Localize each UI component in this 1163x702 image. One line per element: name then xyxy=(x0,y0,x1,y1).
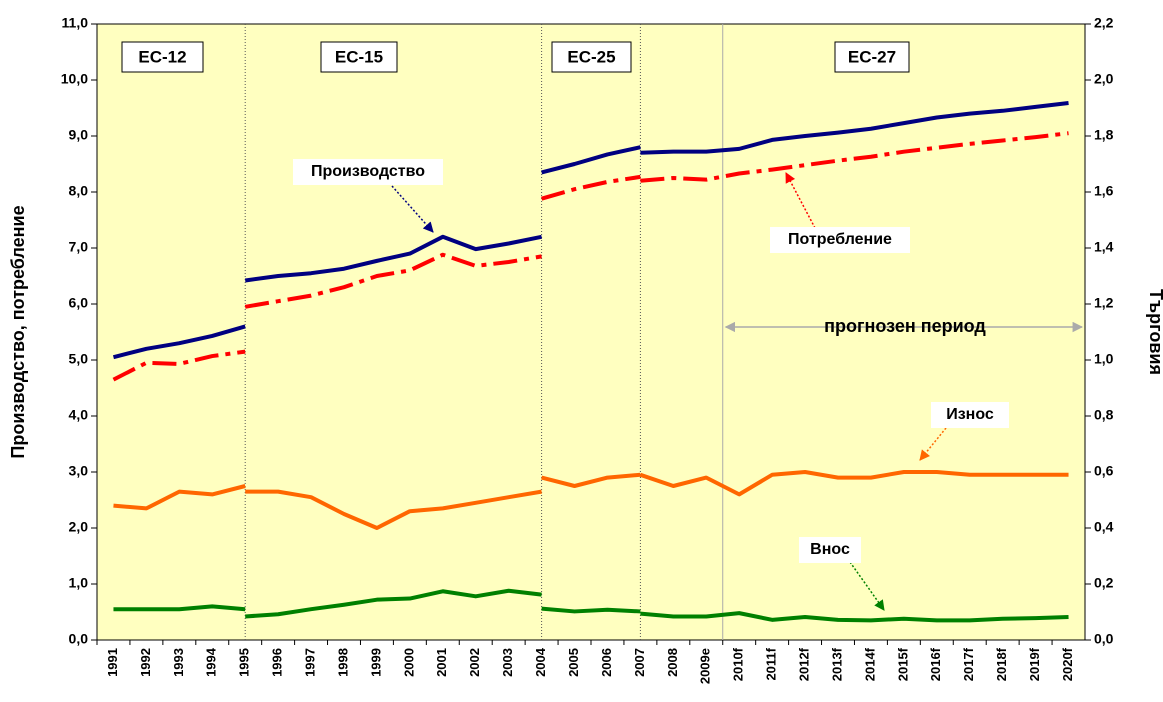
y2-tick-label: 2,2 xyxy=(1094,15,1114,31)
x-tick-label: 1991 xyxy=(105,648,120,677)
period-label: ЕС-27 xyxy=(848,47,896,66)
annotation-label: Производство xyxy=(311,163,425,180)
series-line xyxy=(640,100,1069,155)
series-line xyxy=(541,174,641,201)
annotation-label: Внос xyxy=(810,541,850,558)
x-tick-label: 2004 xyxy=(533,647,548,677)
x-tick-label: 2007 xyxy=(632,648,647,677)
annotation-arrow xyxy=(919,427,947,461)
annotation-arrow xyxy=(849,561,885,611)
y2-axis-label: Търговия xyxy=(1146,289,1163,375)
y-tick-label: 9,0 xyxy=(69,127,89,143)
series-line xyxy=(112,324,246,360)
x-tick-label: 2002 xyxy=(467,648,482,677)
series-line xyxy=(244,234,542,283)
y2-tick-label: 1,4 xyxy=(1094,239,1114,255)
y2-tick-label: 0,0 xyxy=(1094,631,1114,647)
series-line xyxy=(244,252,542,309)
x-tick-label: 2005 xyxy=(566,648,581,677)
period-box xyxy=(320,41,398,73)
y-tick-label: 4,0 xyxy=(69,407,89,423)
x-tick-label: 2020f xyxy=(1060,647,1075,681)
y-tick-label: 2,0 xyxy=(69,519,89,535)
series-line xyxy=(640,131,1069,183)
x-tick-label: 1994 xyxy=(204,647,219,677)
x-tick-label: 2012f xyxy=(797,647,812,681)
y-tick-label: 11,0 xyxy=(62,15,89,31)
period-box xyxy=(551,41,632,73)
y2-tick-label: 0,8 xyxy=(1094,407,1114,423)
y2-tick-label: 1,8 xyxy=(1094,127,1114,143)
series-line xyxy=(639,470,1069,497)
series-line xyxy=(541,606,641,614)
period-box xyxy=(121,41,204,73)
annotation-box xyxy=(293,159,443,185)
y-tick-label: 3,0 xyxy=(69,463,89,479)
annotation-label: Износ xyxy=(946,406,994,423)
series-line xyxy=(640,611,1069,623)
x-tick-label: 2006 xyxy=(599,648,614,677)
period-label: ЕС-25 xyxy=(567,47,615,66)
series-line xyxy=(245,489,542,530)
x-tick-label: 1998 xyxy=(335,648,350,677)
y2-tick-label: 0,4 xyxy=(1094,519,1114,535)
y-tick-label: 7,0 xyxy=(69,239,89,255)
series-line xyxy=(245,588,542,619)
x-tick-label: 1995 xyxy=(237,648,252,677)
x-tick-label: 2017f xyxy=(961,647,976,681)
x-tick-label: 2010f xyxy=(731,647,746,681)
y2-tick-label: 1,0 xyxy=(1094,351,1114,367)
annotation-box xyxy=(931,402,1009,428)
x-tick-label: 1997 xyxy=(303,648,318,677)
y-tick-label: 10,0 xyxy=(61,71,88,87)
x-tick-label: 1993 xyxy=(171,648,186,677)
x-tick-label: 2009e xyxy=(698,648,713,684)
x-tick-label: 2015f xyxy=(895,647,910,681)
annotation-box xyxy=(799,537,861,563)
x-tick-label: 2013f xyxy=(829,647,844,681)
y2-tick-label: 0,6 xyxy=(1094,463,1114,479)
y2-tick-label: 1,6 xyxy=(1094,183,1114,199)
x-tick-label: 2016f xyxy=(928,647,943,681)
series-line xyxy=(541,145,641,175)
period-label: ЕС-12 xyxy=(138,47,186,66)
y-tick-label: 0,0 xyxy=(69,631,89,647)
x-tick-label: 1992 xyxy=(138,648,153,677)
y-axis-label: Производство, потребление xyxy=(8,205,28,458)
x-tick-label: 2008 xyxy=(665,648,680,677)
annotation-label: Потребление xyxy=(788,231,892,248)
x-tick-label: 2000 xyxy=(401,648,416,677)
period-box xyxy=(834,41,910,73)
series-line xyxy=(113,484,246,511)
y2-tick-label: 0,2 xyxy=(1094,575,1114,591)
annotation-box xyxy=(770,227,910,253)
x-tick-label: 1999 xyxy=(368,648,383,677)
series-line xyxy=(541,472,641,488)
forecast-label: прогнозен период xyxy=(824,316,986,336)
x-tick-label: 2003 xyxy=(500,648,515,677)
x-tick-label: 2014f xyxy=(862,647,877,681)
y2-tick-label: 2,0 xyxy=(1094,71,1114,87)
period-label: ЕС-15 xyxy=(335,47,383,66)
y2-tick-label: 1,2 xyxy=(1094,295,1114,311)
y-tick-label: 1,0 xyxy=(69,575,89,591)
x-tick-label: 2011f xyxy=(764,647,779,680)
x-tick-label: 2019f xyxy=(1027,647,1042,681)
x-tick-label: 1996 xyxy=(270,648,285,677)
x-tick-label: 2018f xyxy=(994,647,1009,681)
x-tick-label: 2001 xyxy=(434,648,449,677)
y-tick-label: 8,0 xyxy=(69,183,89,199)
y-tick-label: 5,0 xyxy=(69,351,89,367)
series-line xyxy=(113,604,246,612)
y-tick-label: 6,0 xyxy=(69,295,89,311)
